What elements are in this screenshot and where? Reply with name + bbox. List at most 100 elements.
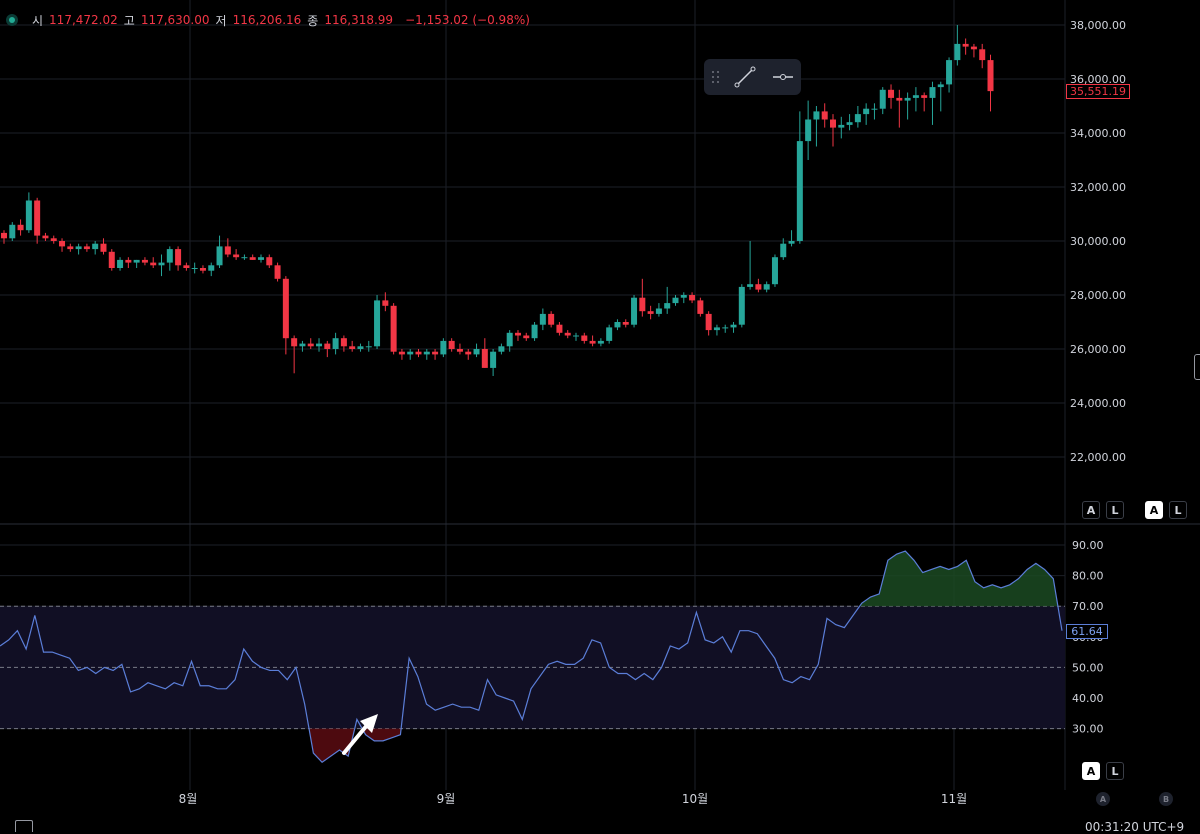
candle[interactable] xyxy=(738,284,745,328)
candle[interactable] xyxy=(564,330,571,339)
candle[interactable] xyxy=(490,349,497,376)
candle[interactable] xyxy=(199,265,206,274)
candle[interactable] xyxy=(166,246,173,271)
candle[interactable] xyxy=(481,338,488,368)
candle[interactable] xyxy=(125,257,132,268)
corner-button-a[interactable]: A xyxy=(1096,792,1110,806)
candle[interactable] xyxy=(50,235,57,244)
candle[interactable] xyxy=(274,262,281,282)
candle[interactable] xyxy=(896,89,903,128)
candle[interactable] xyxy=(796,111,803,244)
candle[interactable] xyxy=(672,295,679,306)
drag-handle-icon[interactable] xyxy=(712,71,722,83)
candle[interactable] xyxy=(548,311,555,328)
candle[interactable] xyxy=(456,343,463,355)
candle[interactable] xyxy=(423,349,430,360)
auto-scale-button-active[interactable]: A xyxy=(1145,501,1163,519)
candle[interactable] xyxy=(921,92,928,112)
candle[interactable] xyxy=(713,324,720,336)
candle[interactable] xyxy=(407,349,414,360)
candle[interactable] xyxy=(67,243,74,252)
candle[interactable] xyxy=(888,84,895,109)
candle[interactable] xyxy=(838,116,845,139)
candle[interactable] xyxy=(523,332,530,341)
candle[interactable] xyxy=(224,238,231,258)
candle[interactable] xyxy=(722,324,729,333)
candle[interactable] xyxy=(697,297,704,317)
candle[interactable] xyxy=(639,278,646,317)
candle[interactable] xyxy=(747,241,754,290)
candle[interactable] xyxy=(954,25,961,66)
candle[interactable] xyxy=(9,222,16,241)
candle[interactable] xyxy=(904,92,911,120)
candle[interactable] xyxy=(324,340,331,358)
candle[interactable] xyxy=(150,257,157,268)
candle[interactable] xyxy=(448,338,455,352)
candle[interactable] xyxy=(357,343,364,352)
candle[interactable] xyxy=(813,106,820,147)
candle[interactable] xyxy=(498,343,505,355)
candle[interactable] xyxy=(92,241,99,255)
candle[interactable] xyxy=(316,338,323,352)
candle[interactable] xyxy=(365,340,372,352)
candle[interactable] xyxy=(531,322,538,341)
candle[interactable] xyxy=(929,81,936,125)
corner-button-b[interactable]: B xyxy=(1159,792,1173,806)
rsi-panel[interactable] xyxy=(0,550,1063,764)
candle[interactable] xyxy=(299,340,306,352)
pane-resize-handle[interactable] xyxy=(1194,354,1200,380)
drawing-toolbar[interactable] xyxy=(704,59,801,95)
candle[interactable] xyxy=(581,332,588,344)
auto-scale-button[interactable]: A xyxy=(1082,501,1100,519)
candle[interactable] xyxy=(788,230,795,247)
candle[interactable] xyxy=(863,103,870,125)
candle[interactable] xyxy=(191,262,198,274)
candle[interactable] xyxy=(249,254,256,260)
candle[interactable] xyxy=(349,340,356,352)
candle[interactable] xyxy=(771,254,778,287)
candle[interactable] xyxy=(730,322,737,333)
candle[interactable] xyxy=(780,238,787,260)
horizontal-ray-icon[interactable] xyxy=(768,62,798,92)
candle[interactable] xyxy=(805,100,812,160)
candle[interactable] xyxy=(614,319,621,331)
candle[interactable] xyxy=(175,246,182,271)
candle[interactable] xyxy=(647,305,654,320)
candle[interactable] xyxy=(398,349,405,360)
candle[interactable] xyxy=(241,254,248,260)
candle[interactable] xyxy=(42,232,49,241)
candle[interactable] xyxy=(233,249,240,260)
candle[interactable] xyxy=(573,332,580,341)
candle[interactable] xyxy=(332,332,339,355)
candle[interactable] xyxy=(440,338,447,358)
candle[interactable] xyxy=(854,106,861,128)
candle[interactable] xyxy=(257,254,264,263)
symbol-status-icon[interactable] xyxy=(6,14,18,26)
candle[interactable] xyxy=(514,330,521,341)
candle[interactable] xyxy=(946,57,953,93)
candle[interactable] xyxy=(465,349,472,360)
candle[interactable] xyxy=(390,303,397,355)
candle[interactable] xyxy=(266,254,273,269)
candle[interactable] xyxy=(75,243,82,255)
candle[interactable] xyxy=(133,259,140,268)
candle[interactable] xyxy=(962,38,969,55)
candle[interactable] xyxy=(556,322,563,336)
candle[interactable] xyxy=(830,114,836,147)
candle[interactable] xyxy=(912,87,919,112)
candle[interactable] xyxy=(589,335,596,347)
candle[interactable] xyxy=(17,219,24,236)
candle[interactable] xyxy=(506,330,513,352)
candle[interactable] xyxy=(108,249,115,271)
candle[interactable] xyxy=(282,276,289,355)
rsi-line[interactable] xyxy=(0,550,1063,764)
candles[interactable] xyxy=(1,25,994,376)
candle[interactable] xyxy=(937,81,944,112)
candle[interactable] xyxy=(25,192,32,233)
candle[interactable] xyxy=(291,335,298,374)
candle[interactable] xyxy=(664,286,671,314)
candle[interactable] xyxy=(432,349,439,360)
candle[interactable] xyxy=(382,292,389,312)
candle[interactable] xyxy=(208,262,215,277)
